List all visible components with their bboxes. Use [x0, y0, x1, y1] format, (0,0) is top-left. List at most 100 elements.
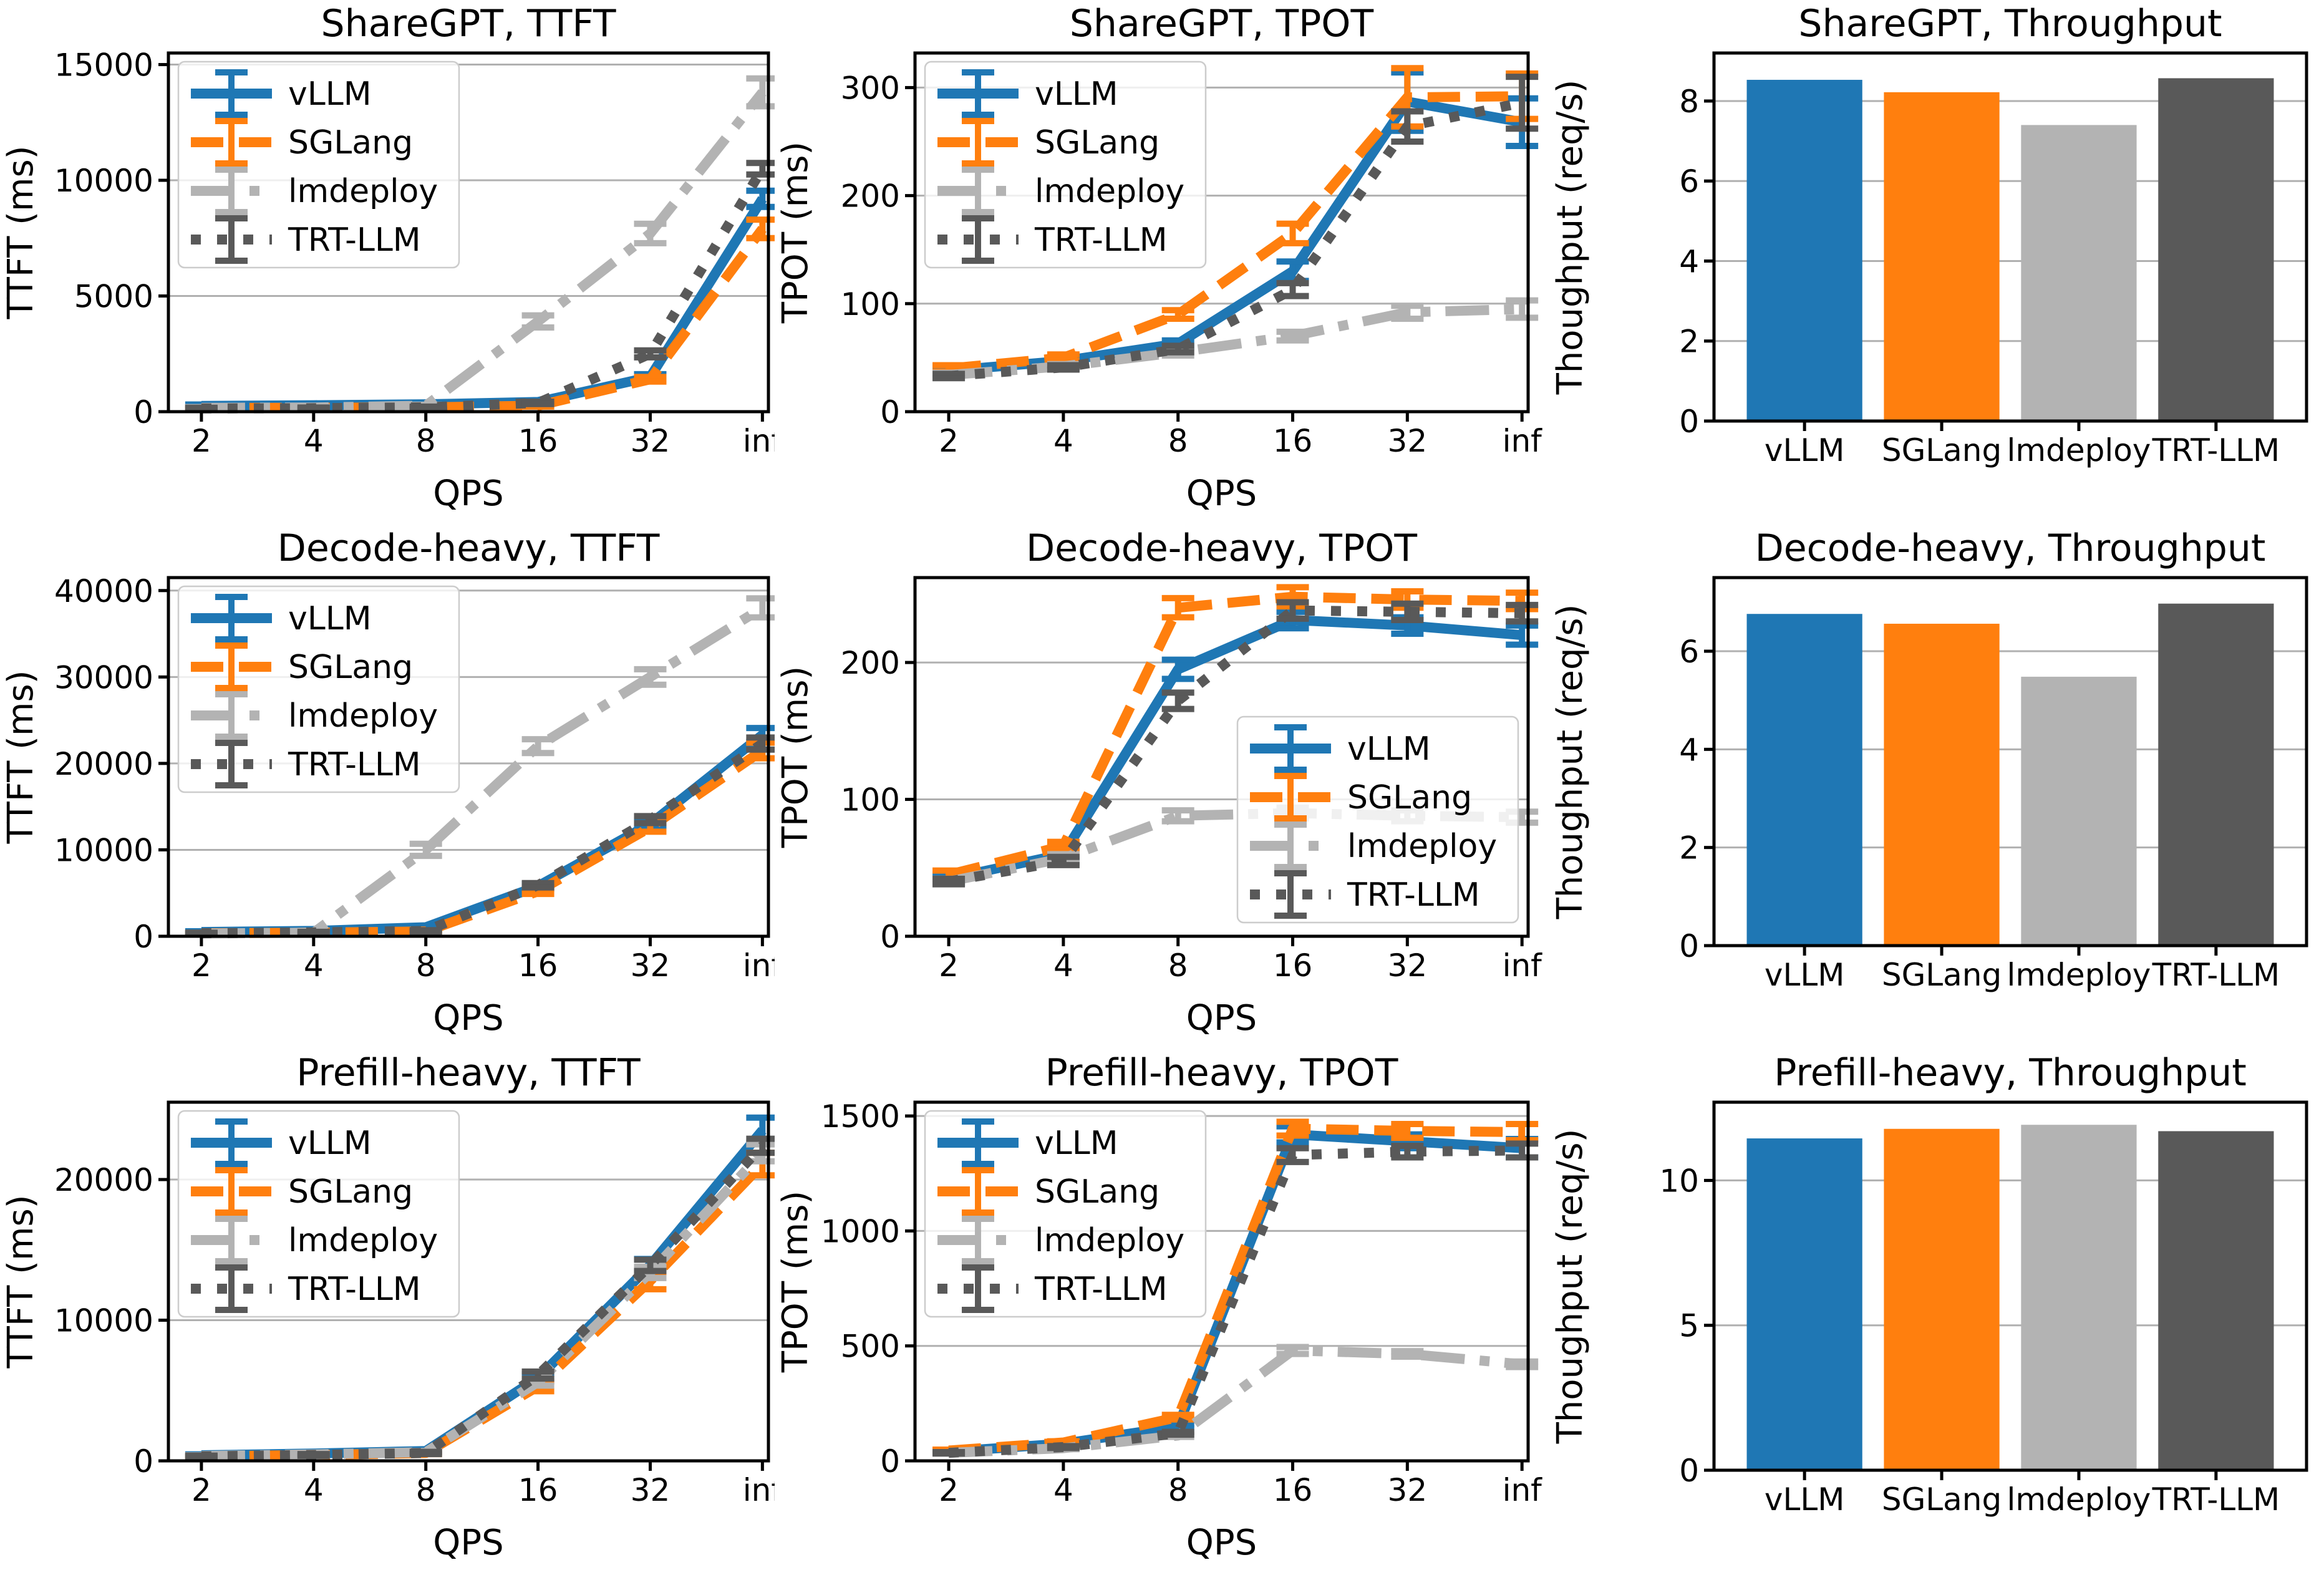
- plot-border: [1712, 51, 2308, 423]
- x-tick-label: 32: [1388, 947, 1428, 984]
- plot-border: [167, 1100, 770, 1463]
- series-lmdeploy: [932, 1344, 1539, 1458]
- legend-item-lmdeploy: lmdeploy: [937, 1216, 1184, 1264]
- x-tick-label: 16: [1273, 423, 1313, 459]
- chart-decode-heavy-throughput-svg: vLLM SGLang lmdeploy TRT-LLM 0 2 4 6 Thoughput (…: [1550, 526, 2308, 993]
- plot-border: [913, 51, 1530, 414]
- y-axis-label: Thoughput (req/s): [1550, 604, 1590, 920]
- legend: vLLM SGLang lmdeploy TRT-LLM: [177, 61, 460, 269]
- legend-label: lmdeploy: [288, 173, 438, 210]
- x-tick-label: SGLang: [1882, 1481, 2002, 1518]
- y-tick-label: 300: [841, 70, 900, 106]
- legend-label: TRT-LLM: [1034, 221, 1168, 259]
- y-axis-label: TTFT (ms): [1, 670, 41, 844]
- x-tick-label: 2: [939, 1472, 959, 1508]
- y-tick-label: 6: [1679, 163, 1699, 200]
- bar-lmdeploy: [2021, 676, 2137, 946]
- bar-sglang: [1884, 92, 2000, 421]
- x-tick-label: 8: [416, 423, 436, 459]
- x-tick-label: 16: [518, 1472, 558, 1508]
- legend-label: TRT-LLM: [1347, 876, 1480, 914]
- legend-label: lmdeploy: [1347, 828, 1497, 865]
- line-lmdeploy: [201, 603, 765, 939]
- legend-item-lmdeploy: lmdeploy: [1250, 821, 1497, 870]
- legend-item-trt-llm: TRT-LLM: [937, 215, 1168, 264]
- legend-item-sglang: SGLang: [1250, 773, 1472, 821]
- y-tick-label: 6: [1679, 634, 1699, 670]
- x-tick-label: 16: [1273, 1472, 1313, 1508]
- legend-item-lmdeploy: lmdeploy: [191, 1216, 438, 1264]
- x-tick-label: 4: [1053, 423, 1073, 459]
- x-tick-label: 32: [1388, 423, 1428, 459]
- chart-sharegpt-tpot: 2 4 8 16 32 inf 0 100 200 300 TPOT (ms) QPS ShareGPT…: [775, 0, 1549, 525]
- chart-title: ShareGPT, Throughput: [1798, 2, 2222, 46]
- y-tick-label: 500: [841, 1329, 900, 1365]
- x-axis-label: QPS: [433, 473, 503, 514]
- line-vllm: [948, 96, 1523, 376]
- legend-item-sglang: SGLang: [191, 1167, 413, 1216]
- x-tick-label: 2: [191, 423, 211, 459]
- legend-item-lmdeploy: lmdeploy: [191, 167, 438, 215]
- chart-prefill-heavy-ttft-svg: 2 4 8 16 32 inf 0 10000 20000 TTFT (ms) QPS Prefill…: [1, 1051, 775, 1563]
- x-tick-label: inf: [743, 947, 775, 984]
- legend-label: lmdeploy: [288, 697, 438, 735]
- line-sglang: [948, 1123, 1523, 1456]
- y-tick-label: 30000: [54, 659, 153, 695]
- legend-item-trt-llm: TRT-LLM: [937, 1264, 1168, 1313]
- y-tick-label: 100: [841, 782, 900, 818]
- line-sglang: [201, 226, 767, 414]
- y-tick-label: 0: [1679, 1453, 1699, 1489]
- series-sglang: [932, 65, 1539, 375]
- y-tick-label: 200: [841, 178, 900, 215]
- bar-vllm: [1746, 79, 1862, 421]
- y-tick-label: 1500: [821, 1098, 900, 1135]
- y-tick-label: 10000: [54, 832, 153, 868]
- chart-title: ShareGPT, TTFT: [321, 2, 616, 46]
- series-trt-llm: [932, 74, 1539, 382]
- x-tick-label: lmdeploy: [2007, 1481, 2151, 1518]
- x-tick-label: lmdeploy: [2007, 432, 2151, 468]
- y-tick-label: 0: [880, 919, 900, 955]
- line-lmdeploy: [201, 89, 767, 413]
- x-tick-label: vLLM: [1765, 1481, 1844, 1518]
- x-axis-label: QPS: [433, 998, 503, 1039]
- series-trt-llm: [185, 734, 775, 939]
- legend-label: lmdeploy: [288, 1222, 438, 1259]
- line-sglang: [201, 746, 765, 939]
- y-tick-label: 100: [841, 286, 900, 322]
- y-tick-label: 5000: [74, 279, 153, 315]
- legend-label: SGLang: [1035, 1173, 1160, 1211]
- chart-decode-heavy-tpot-svg: 2 4 8 16 32 inf 0 100 200 TPOT (ms) QPS Decode-heav…: [775, 526, 1542, 1039]
- legend-label: vLLM: [288, 600, 372, 637]
- legend-label: vLLM: [1035, 75, 1118, 113]
- x-tick-label: 8: [416, 1472, 436, 1508]
- legend-box: [177, 585, 460, 793]
- series-trt-llm: [185, 160, 775, 414]
- x-axis-label: QPS: [1186, 998, 1257, 1039]
- y-tick-label: 0: [880, 1443, 900, 1480]
- series-trt-llm: [932, 599, 1539, 888]
- chart-sharegpt-throughput-svg: vLLM SGLang lmdeploy TRT-LLM 0 2 4 6 8 Thoughput …: [1550, 2, 2308, 468]
- chart-decode-heavy-ttft: 2 4 8 16 32 inf 0 10000 20000 30000 40000 TTFT (ms)…: [0, 525, 775, 1049]
- x-tick-label: 4: [304, 947, 324, 984]
- y-tick-label: 10000: [54, 163, 153, 199]
- legend-item-lmdeploy: lmdeploy: [191, 691, 438, 740]
- x-tick-label: 16: [1273, 947, 1313, 984]
- y-axis-label: TTFT (ms): [1, 1195, 41, 1369]
- legend-label: lmdeploy: [1035, 173, 1184, 210]
- y-tick-label: 1000: [821, 1213, 900, 1249]
- x-tick-label: SGLang: [1882, 432, 2002, 468]
- plot-border: [167, 576, 770, 938]
- series-sglang: [932, 1118, 1539, 1456]
- y-tick-label: 10000: [54, 1303, 153, 1339]
- y-tick-label: 20000: [54, 1162, 153, 1198]
- y-tick-label: 4: [1679, 732, 1699, 768]
- legend-item-sglang: SGLang: [937, 118, 1160, 167]
- plot-border: [913, 1100, 1530, 1463]
- y-tick-label: 0: [1679, 404, 1699, 440]
- x-tick-label: lmdeploy: [2007, 957, 2151, 993]
- chart-title: Decode-heavy, TPOT: [1026, 526, 1417, 570]
- plot-border: [167, 51, 770, 414]
- chart-prefill-heavy-tpot-svg: 2 4 8 16 32 inf 0 500 1000 1500 TPOT (ms) QPS Prefil…: [775, 1051, 1542, 1563]
- x-tick-label: TRT-LLM: [2152, 432, 2280, 468]
